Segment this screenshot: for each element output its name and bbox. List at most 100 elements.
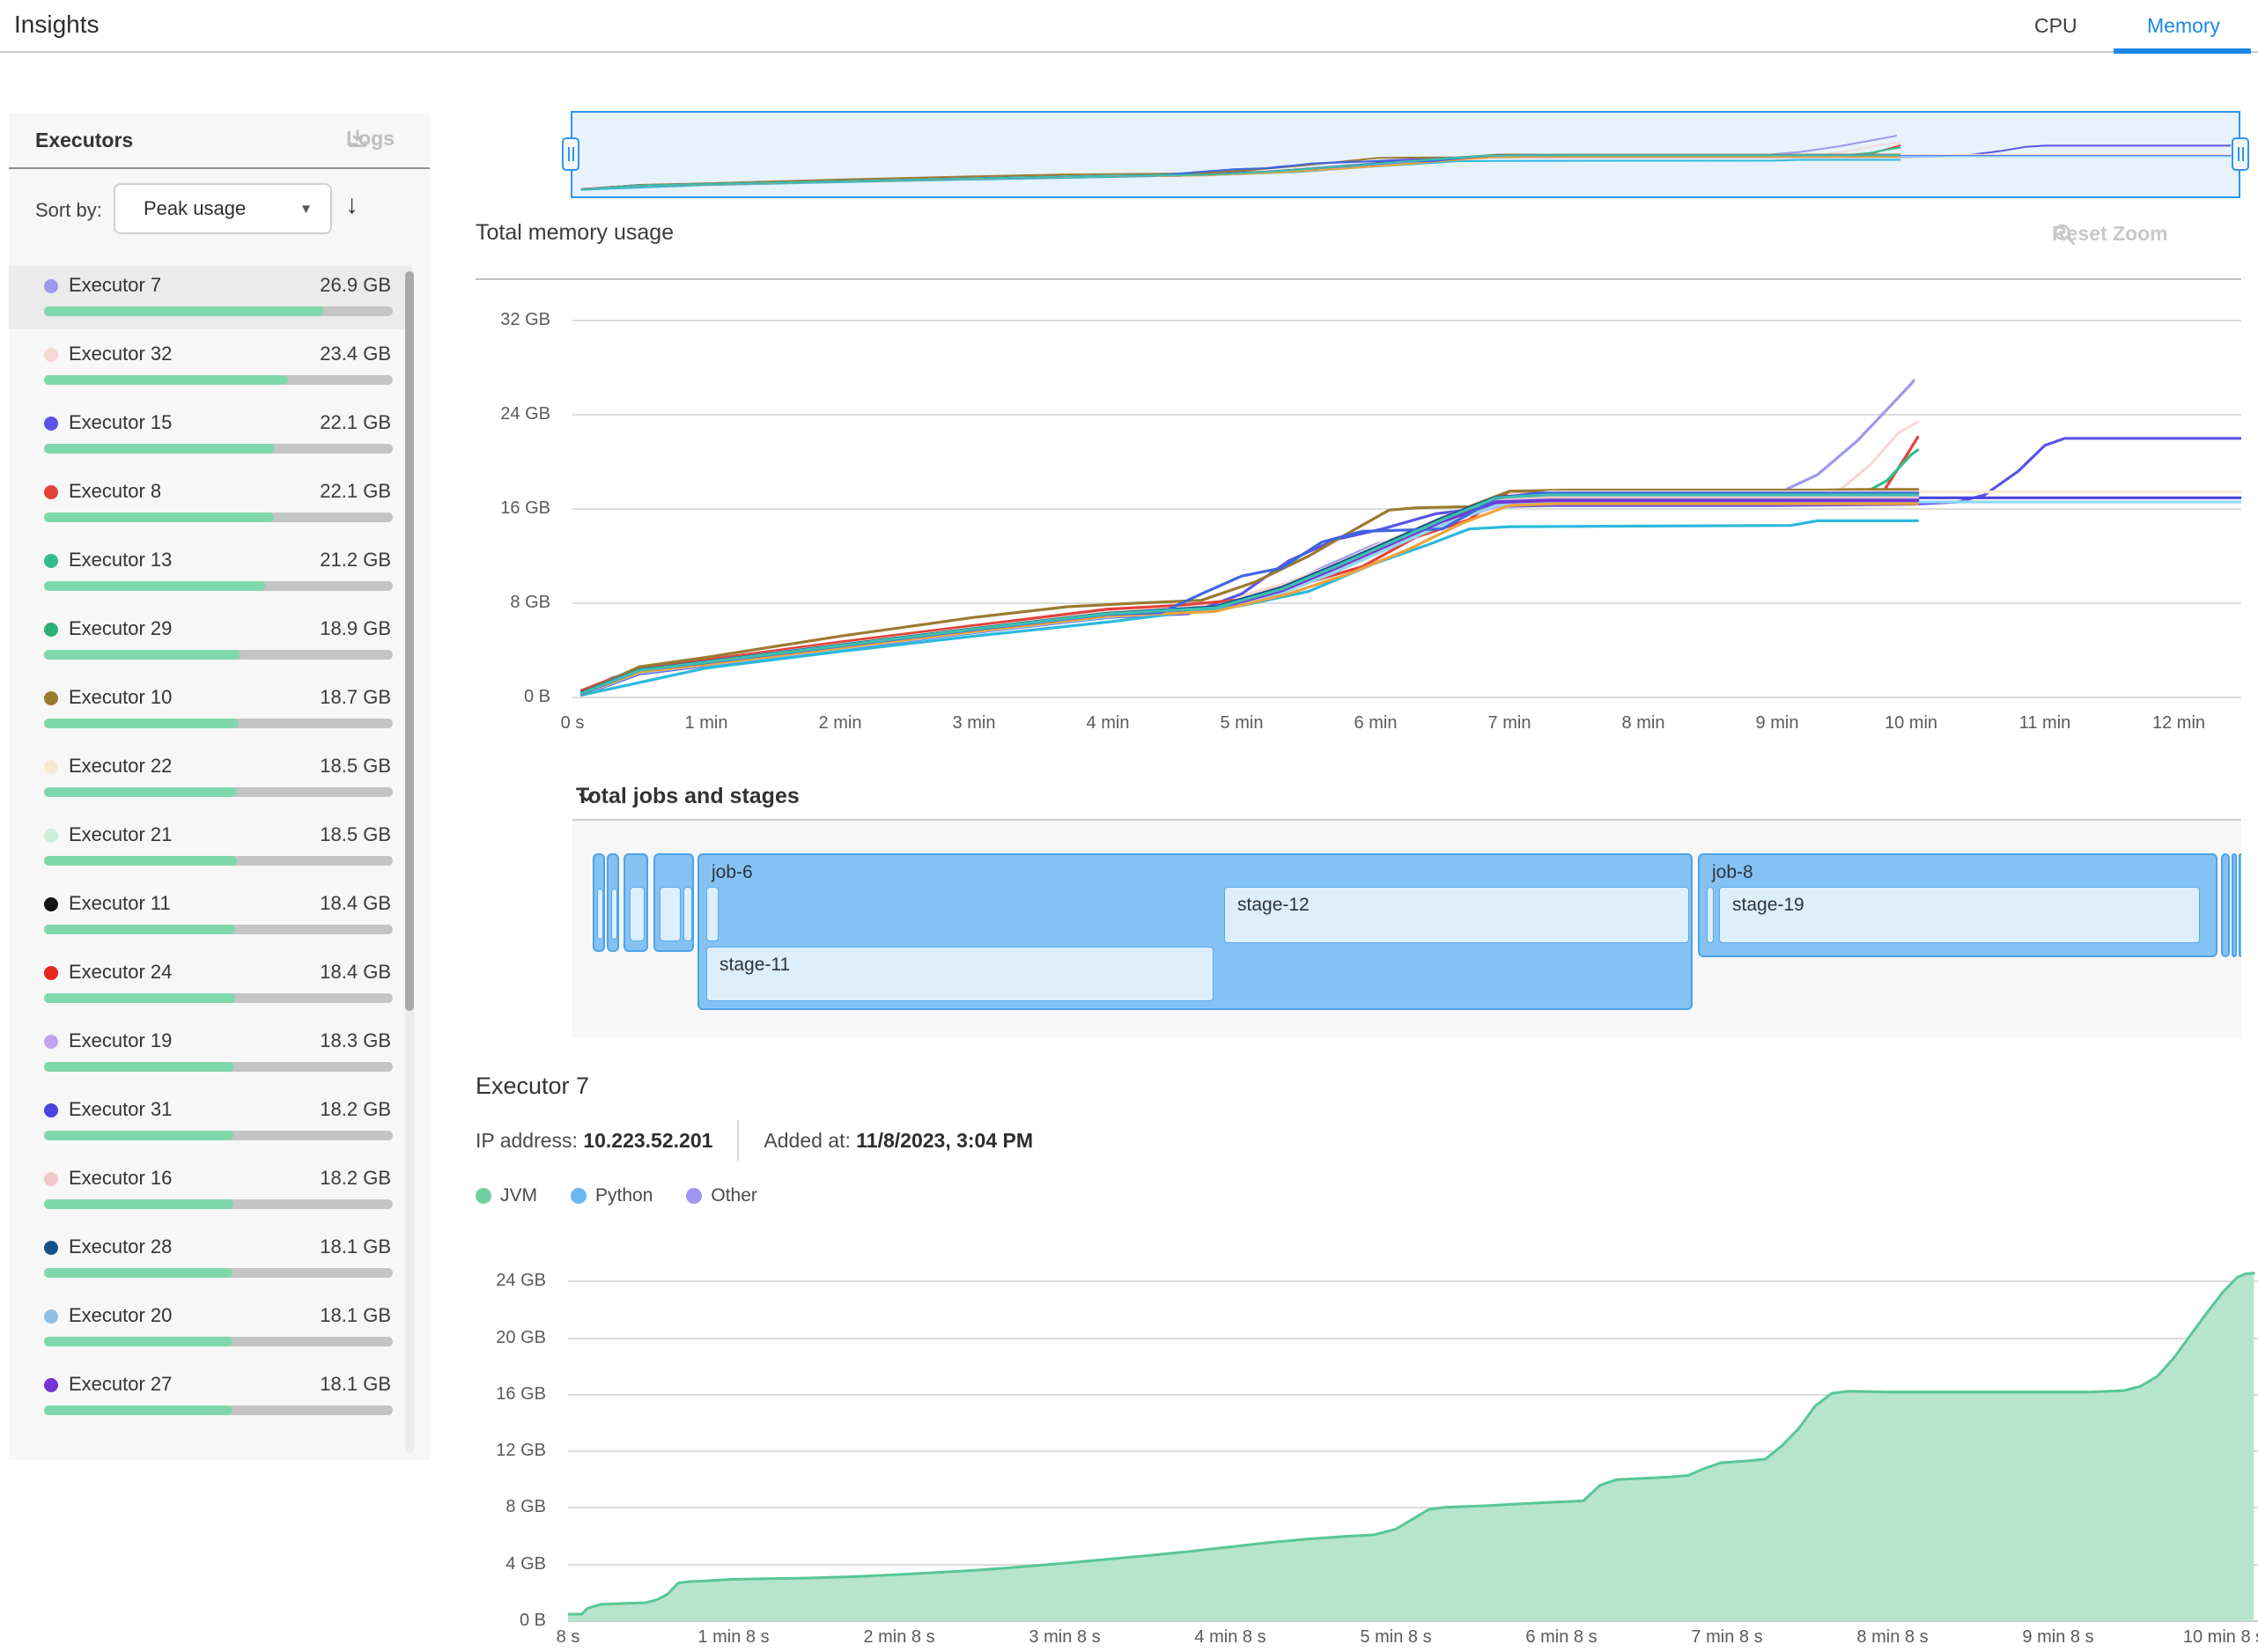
executor-peak-value: 18.4 GB bbox=[320, 892, 391, 914]
x-tick-label: 0 s bbox=[560, 713, 585, 733]
x-tick-label: 9 min bbox=[1755, 713, 1799, 733]
executor-usage-bar bbox=[44, 856, 393, 866]
job-block[interactable]: job-8 stage-19 bbox=[1698, 853, 2217, 957]
job-block[interactable] bbox=[624, 853, 648, 952]
executor-usage-bar bbox=[44, 650, 393, 660]
executor-name: Executor 32 bbox=[69, 343, 173, 365]
ip-value: 10.223.52.201 bbox=[583, 1128, 713, 1152]
executor-name: Executor 15 bbox=[69, 411, 173, 433]
stage-block[interactable]: stage-12 bbox=[1224, 887, 1689, 943]
jobs-section-header[interactable]: Total jobs and stages bbox=[576, 784, 800, 809]
sort-direction-button[interactable]: ↓ bbox=[345, 190, 358, 219]
executor-usage-bar-fill bbox=[44, 787, 237, 797]
gridline bbox=[572, 697, 2241, 698]
x-tick-label: 8 min bbox=[1621, 713, 1665, 733]
executor-name: Executor 28 bbox=[69, 1235, 173, 1257]
job-block[interactable] bbox=[607, 853, 619, 952]
executor-row[interactable]: Executor 20 18.1 GB bbox=[9, 1296, 412, 1360]
executor-usage-bar-fill bbox=[44, 1337, 232, 1346]
job-block[interactable] bbox=[2232, 853, 2237, 957]
executor-usage-bar-fill bbox=[44, 650, 241, 660]
stage-block[interactable] bbox=[660, 887, 681, 941]
executor-color-dot bbox=[44, 966, 58, 980]
x-tick-label: 2 min bbox=[818, 713, 862, 733]
tab-cpu[interactable]: CPU bbox=[2034, 14, 2077, 37]
stage-block[interactable]: stage-19 bbox=[1719, 887, 2200, 943]
stage-block[interactable] bbox=[683, 887, 692, 941]
stage-block[interactable] bbox=[706, 887, 719, 941]
stage-block[interactable] bbox=[597, 889, 603, 940]
executor-row[interactable]: Executor 10 18.7 GB bbox=[9, 678, 412, 741]
tab-memory[interactable]: Memory bbox=[2147, 14, 2221, 37]
executor-row[interactable]: Executor 15 22.1 GB bbox=[9, 403, 412, 467]
jobs-section-title: Total jobs and stages bbox=[576, 784, 800, 808]
executor-usage-bar-fill bbox=[44, 856, 237, 866]
executor-row[interactable]: Executor 21 18.5 GB bbox=[9, 815, 412, 879]
job-block[interactable] bbox=[653, 853, 694, 952]
executor-row[interactable]: Executor 19 18.3 GB bbox=[9, 1021, 412, 1085]
zoom-brush-minimap[interactable] bbox=[571, 111, 2240, 198]
jobs-timeline-panel: job-6 stage-12 stage-11 job-8 stage-19 bbox=[572, 819, 2241, 1037]
executor-color-dot bbox=[44, 1378, 58, 1392]
executor-usage-bar-fill bbox=[44, 1405, 232, 1415]
executor-usage-bar bbox=[44, 1131, 393, 1140]
y-tick-label: 16 GB bbox=[500, 498, 550, 518]
executor-row[interactable]: Executor 8 22.1 GB bbox=[9, 472, 412, 535]
scrollbar-thumb[interactable] bbox=[405, 271, 414, 1011]
executor-row[interactable]: Executor 22 18.5 GB bbox=[9, 747, 412, 810]
stage-block[interactable] bbox=[1707, 887, 1714, 943]
executor-row[interactable]: Executor 27 18.1 GB bbox=[9, 1365, 412, 1428]
executor-color-dot bbox=[44, 1035, 58, 1049]
executor-row[interactable]: Executor 28 18.1 GB bbox=[9, 1228, 412, 1291]
brush-handle-right[interactable] bbox=[2232, 137, 2249, 171]
executor-row[interactable]: Executor 29 18.9 GB bbox=[9, 609, 412, 673]
x-tick-label: 11 min bbox=[2018, 713, 2071, 733]
reset-zoom-button[interactable]: Reset Zoom bbox=[2052, 222, 2168, 246]
y-tick-label: 20 GB bbox=[496, 1327, 546, 1347]
executor-usage-bar-fill bbox=[44, 925, 236, 934]
info-divider bbox=[737, 1120, 740, 1161]
executor-peak-value: 18.9 GB bbox=[320, 617, 391, 639]
executor-row[interactable]: Executor 11 18.4 GB bbox=[9, 884, 412, 948]
stage-block[interactable] bbox=[630, 887, 645, 941]
executor-name: Executor 20 bbox=[69, 1304, 173, 1326]
job-block[interactable]: job-6 stage-12 stage-11 bbox=[697, 853, 1693, 1010]
stage-block[interactable]: stage-11 bbox=[706, 947, 1214, 1001]
executor-peak-value: 22.1 GB bbox=[320, 411, 391, 433]
legend-label: Python bbox=[595, 1185, 653, 1206]
job-block[interactable] bbox=[2239, 853, 2241, 957]
job-block[interactable] bbox=[2221, 853, 2230, 957]
executor-row[interactable]: Executor 24 18.4 GB bbox=[9, 953, 412, 1016]
logs-button[interactable]: Logs bbox=[346, 127, 395, 151]
y-tick-label: 24 GB bbox=[496, 1271, 546, 1291]
executor-row[interactable]: Executor 32 23.4 GB bbox=[9, 335, 412, 398]
stage-block[interactable] bbox=[611, 889, 617, 940]
executor-row[interactable]: Executor 31 18.2 GB bbox=[9, 1090, 412, 1154]
y-tick-label: 8 GB bbox=[505, 1497, 546, 1517]
executor-name: Executor 7 bbox=[69, 274, 162, 296]
executor-peak-value: 18.1 GB bbox=[320, 1304, 391, 1326]
executor-color-dot bbox=[44, 1172, 58, 1186]
x-tick-label: 6 min bbox=[1354, 713, 1398, 733]
executor-name: Executor 24 bbox=[69, 961, 173, 983]
executor-peak-value: 18.2 GB bbox=[320, 1098, 391, 1120]
executor-usage-bar-fill bbox=[44, 1199, 234, 1209]
x-tick-label: 2 min 8 s bbox=[863, 1627, 935, 1647]
executor-row[interactable]: Executor 13 21.2 GB bbox=[9, 541, 412, 604]
executor-usage-bar bbox=[44, 581, 393, 591]
executor-row[interactable]: Executor 16 18.2 GB bbox=[9, 1159, 412, 1222]
executor-list: Executor 7 26.9 GB Executor 32 23.4 GB Execu… bbox=[9, 264, 430, 1460]
executor-row[interactable]: Executor 7 26.9 GB bbox=[9, 266, 412, 329]
brush-handle-left[interactable] bbox=[562, 137, 579, 171]
legend-dot bbox=[476, 1188, 491, 1204]
header-divider bbox=[0, 51, 2258, 53]
y-tick-label: 0 B bbox=[523, 687, 550, 706]
chevron-down-icon: ▼ bbox=[299, 201, 313, 217]
x-tick-label: 8 s bbox=[556, 1627, 580, 1647]
executor-usage-bar-fill bbox=[44, 1131, 234, 1140]
executor-usage-bar-fill bbox=[44, 1268, 232, 1278]
executor-peak-value: 18.4 GB bbox=[320, 961, 391, 983]
job-block[interactable] bbox=[593, 853, 605, 952]
sort-select[interactable]: Peak usage ▼ bbox=[114, 183, 332, 234]
executor-usage-bar bbox=[44, 1199, 393, 1209]
